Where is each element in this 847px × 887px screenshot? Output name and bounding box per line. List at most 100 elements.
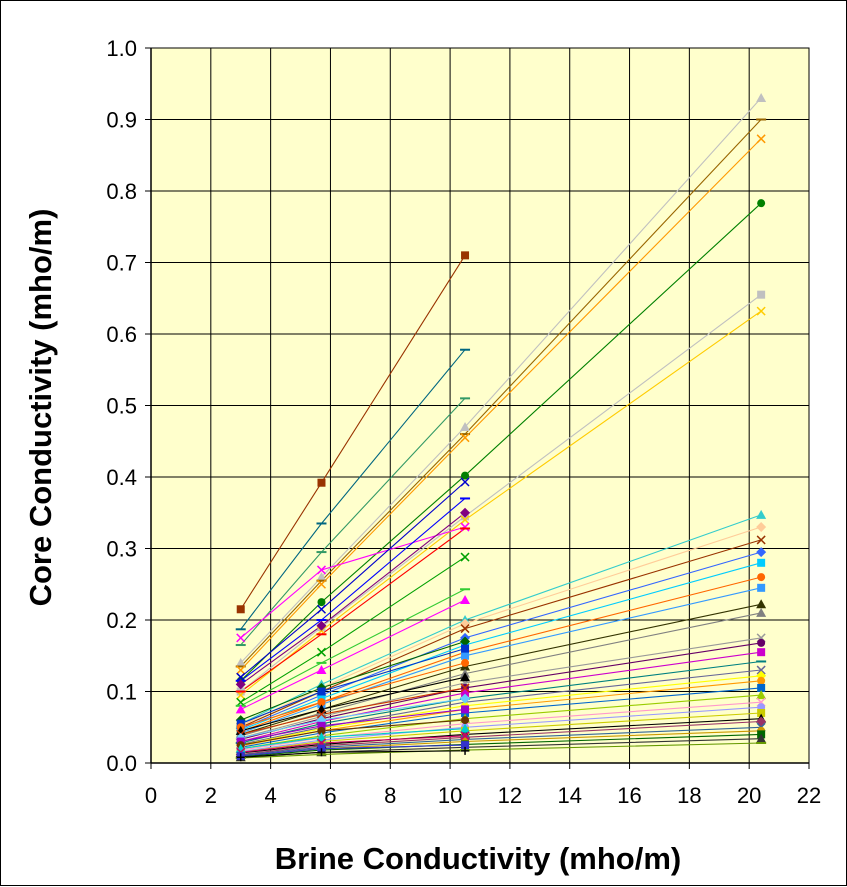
data-point: [757, 648, 766, 657]
data-point: [316, 579, 327, 589]
x-tick-label: 20: [737, 783, 761, 808]
data-point: [756, 599, 767, 609]
data-point: [460, 683, 470, 693]
data-point: [316, 732, 327, 742]
y-tick-label: 0.5: [106, 394, 137, 419]
data-point: [460, 477, 470, 487]
x-tick-label: 18: [677, 783, 701, 808]
data-point: [460, 522, 470, 532]
data-point: [756, 522, 767, 533]
data-point: [461, 705, 470, 714]
series-line: [240, 97, 762, 664]
x-tick-label: 14: [557, 783, 581, 808]
data-point: [236, 753, 245, 762]
data-point: [757, 638, 766, 647]
series-line: [240, 712, 762, 753]
data-point: [317, 721, 326, 730]
x-tick-labels: 0 2 4 6 8 10 12 14 16 18 20 22: [145, 783, 821, 808]
series-line: [240, 603, 762, 735]
y-tick-label: 0.1: [106, 680, 137, 705]
x-tick-label: 6: [324, 783, 336, 808]
data-point: [316, 620, 327, 631]
data-point: [460, 421, 471, 431]
data-point: [235, 657, 246, 667]
data-point: [460, 672, 471, 682]
series-line: [240, 651, 762, 743]
series-line: [240, 202, 762, 682]
data-point: [461, 716, 470, 725]
data-point: [317, 698, 326, 707]
data-point: [460, 693, 471, 704]
data-point: [460, 624, 470, 634]
series-line: [240, 742, 762, 759]
data-point: [460, 723, 471, 733]
data-point: [317, 748, 326, 757]
data-point: [460, 433, 470, 443]
series-line: [240, 637, 762, 739]
data-point: [461, 741, 470, 750]
series-markers: [235, 93, 767, 762]
x-axis-title: Brine Conductivity (mho/m): [275, 841, 681, 876]
data-point: [757, 708, 766, 717]
series-line: [240, 694, 762, 750]
x-tick-label: 10: [438, 783, 462, 808]
data-point: [460, 731, 470, 741]
y-tick-label: 0.8: [106, 179, 137, 204]
series-line: [240, 720, 762, 755]
data-point: [756, 93, 767, 103]
data-point: [317, 598, 326, 607]
data-point: [461, 746, 470, 755]
data-point: [756, 733, 767, 743]
series-line: [240, 701, 762, 751]
data-point: [461, 644, 470, 653]
data-point: [756, 665, 766, 675]
data-point: [757, 199, 766, 208]
data-point: [316, 709, 327, 719]
series-line: [240, 687, 762, 748]
y-tick-label: 0.4: [106, 465, 137, 490]
data-point: [461, 658, 470, 667]
y-tick-label: 0.3: [106, 537, 137, 562]
data-point: [756, 547, 767, 558]
series-line: [240, 576, 762, 733]
series-line: [240, 587, 762, 734]
y-tick-label: 0.2: [106, 608, 137, 633]
data-point: [235, 704, 246, 714]
axes: [145, 47, 810, 769]
y-tick-label: 1.0: [106, 36, 137, 61]
x-tick-label: 12: [498, 783, 522, 808]
data-point: [460, 636, 471, 647]
data-point: [756, 306, 766, 316]
series-line: [240, 551, 762, 730]
data-point: [461, 651, 470, 660]
data-point: [460, 552, 470, 562]
y-axis-title: Core Conductivity (mho/m): [23, 209, 58, 607]
y-tick-label: 0.7: [106, 251, 137, 276]
x-tick-label: 0: [145, 783, 157, 808]
data-point: [756, 535, 766, 545]
data-point: [235, 679, 246, 690]
y-tick-labels: 0.0 0.1 0.2 0.3 0.4 0.5 0.6 0.7 0.8 0.9 1.0: [106, 36, 137, 776]
data-point: [756, 607, 767, 617]
data-point: [757, 583, 766, 592]
data-point: [316, 647, 327, 657]
series-line: [240, 138, 762, 671]
x-tick-label: 8: [384, 783, 396, 808]
series-line: [240, 706, 762, 753]
y-tick-label: 0.9: [106, 108, 137, 133]
data-point: [757, 676, 766, 685]
series-line: [240, 539, 762, 728]
data-point: [461, 251, 470, 260]
data-point: [757, 290, 766, 299]
data-point: [756, 134, 766, 144]
series-line: [240, 726, 762, 756]
data-point: [236, 665, 246, 675]
data-point: [236, 605, 245, 614]
data-point: [317, 726, 326, 735]
x-tick-label: 2: [205, 783, 217, 808]
data-point: [460, 507, 471, 518]
series-line: [240, 119, 762, 667]
x-tick-label: 4: [265, 783, 277, 808]
data-point: [756, 690, 767, 700]
